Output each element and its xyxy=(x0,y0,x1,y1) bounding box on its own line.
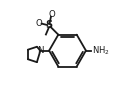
Text: S: S xyxy=(46,20,53,30)
Text: NH$_2$: NH$_2$ xyxy=(92,44,109,57)
Text: O: O xyxy=(35,19,42,28)
Text: N: N xyxy=(37,46,44,55)
Text: O: O xyxy=(48,10,55,19)
